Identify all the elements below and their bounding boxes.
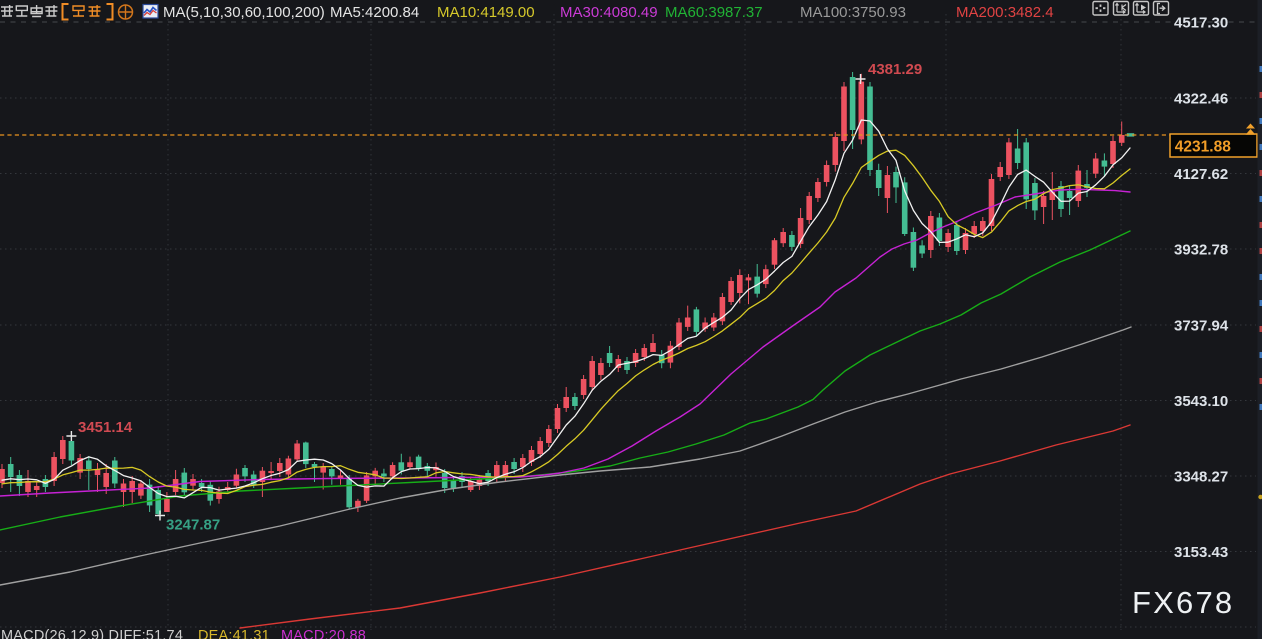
svg-text:4381.29: 4381.29	[868, 61, 922, 78]
svg-text:MA(5,10,30,60,100,200): MA(5,10,30,60,100,200)	[163, 4, 325, 21]
svg-text:DEA:41.31: DEA:41.31	[198, 628, 270, 639]
svg-text:3348.27: 3348.27	[1174, 468, 1228, 485]
svg-text:MA5:4200.84: MA5:4200.84	[330, 4, 419, 21]
svg-text:3153.43: 3153.43	[1174, 544, 1228, 561]
svg-text:MACD(26,12,9) DIFF:51.74: MACD(26,12,9) DIFF:51.74	[1, 628, 183, 639]
svg-text:MA60:3987.37: MA60:3987.37	[665, 4, 763, 21]
svg-text:4322.46: 4322.46	[1174, 90, 1228, 107]
svg-text:4231.88: 4231.88	[1175, 139, 1231, 156]
svg-text:4127.62: 4127.62	[1174, 166, 1228, 183]
svg-text:MA10:4149.00: MA10:4149.00	[437, 4, 535, 21]
svg-text:3932.78: 3932.78	[1174, 241, 1228, 258]
svg-text:3451.14: 3451.14	[78, 419, 133, 436]
svg-text:FX678: FX678	[1132, 585, 1234, 620]
svg-text:MACD:20.88: MACD:20.88	[281, 628, 366, 639]
svg-text:3543.10: 3543.10	[1174, 393, 1228, 410]
svg-text:MA200:3482.4: MA200:3482.4	[956, 4, 1054, 21]
svg-text:3247.87: 3247.87	[166, 517, 220, 534]
svg-text:MA30:4080.49: MA30:4080.49	[560, 4, 658, 21]
svg-text:4517.30: 4517.30	[1174, 14, 1228, 31]
svg-text:MA100:3750.93: MA100:3750.93	[800, 4, 906, 21]
svg-text:3737.94: 3737.94	[1174, 317, 1229, 334]
